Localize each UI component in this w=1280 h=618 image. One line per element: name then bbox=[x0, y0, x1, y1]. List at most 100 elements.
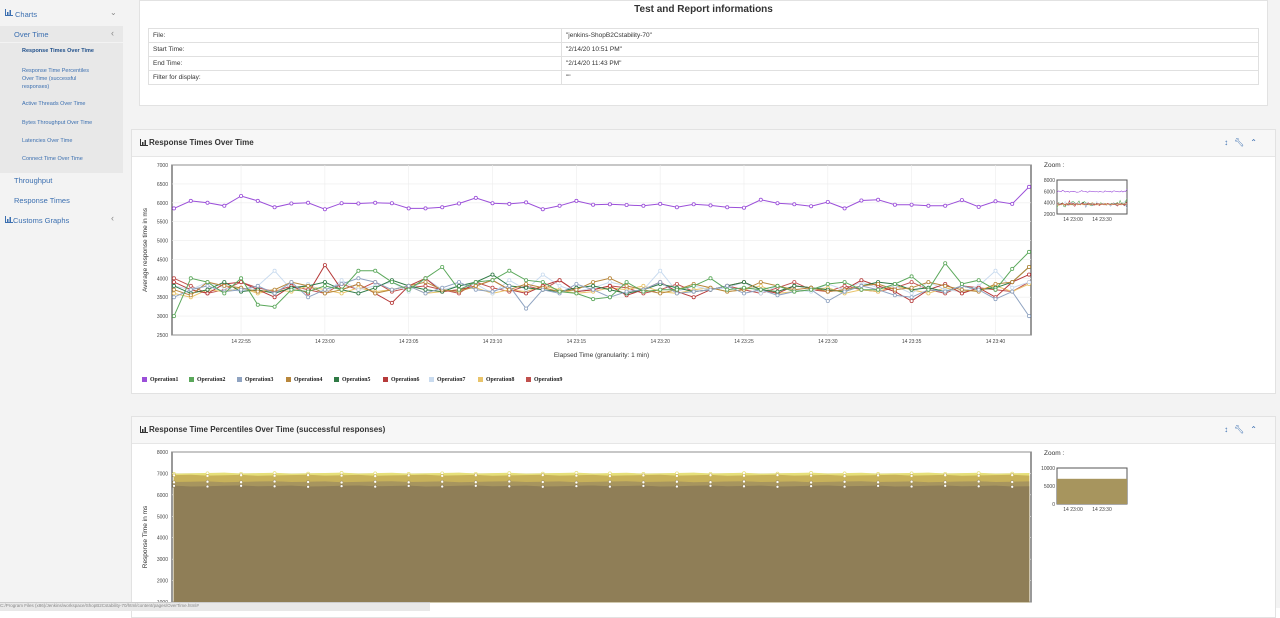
data-point bbox=[473, 280, 478, 285]
data-point bbox=[557, 278, 562, 283]
legend-item[interactable]: Operation8 bbox=[478, 377, 514, 383]
legend-label: Operation4 bbox=[294, 377, 323, 383]
data-point bbox=[909, 295, 914, 300]
data-point bbox=[591, 283, 596, 288]
y-tick-label: 8000 bbox=[157, 450, 168, 456]
zoom-overview-chart[interactable]: 10000 5000 0 14 23:00 14 23:30 bbox=[1037, 460, 1137, 520]
sidebar-item-charts[interactable]: Charts ⌄ bbox=[0, 6, 123, 20]
zoom-plot bbox=[1056, 179, 1128, 215]
data-point bbox=[507, 473, 512, 478]
y-axis-label: Average response time in ms bbox=[142, 207, 149, 292]
sidebar-item-throughput[interactable]: Throughput bbox=[14, 176, 53, 185]
y-tick-label: 2500 bbox=[157, 333, 168, 339]
data-point bbox=[758, 283, 763, 288]
data-point bbox=[876, 473, 880, 478]
data-point bbox=[540, 207, 545, 212]
data-point bbox=[306, 484, 310, 489]
legend-swatch bbox=[429, 377, 434, 382]
data-point bbox=[172, 291, 177, 296]
data-point bbox=[658, 268, 663, 273]
sidebar: Charts ⌄ Over Time ‹ Response Times Over… bbox=[0, 0, 124, 608]
legend-item[interactable]: Operation1 bbox=[142, 377, 178, 383]
legend-item[interactable]: Operation7 bbox=[429, 377, 465, 383]
data-point bbox=[389, 287, 394, 292]
y-tick-label: 5000 bbox=[157, 514, 168, 520]
data-point bbox=[792, 283, 797, 288]
data-point bbox=[842, 206, 847, 211]
collapse-icon[interactable]: ⌃ bbox=[1250, 138, 1263, 147]
legend-item[interactable]: Operation4 bbox=[286, 377, 322, 383]
data-point bbox=[188, 283, 193, 288]
x-tick-label: 14 22:55 bbox=[231, 339, 251, 345]
sidebar-item-response-times[interactable]: Response Times bbox=[14, 196, 70, 205]
data-point bbox=[1010, 480, 1015, 484]
data-point bbox=[172, 287, 177, 292]
data-point bbox=[306, 289, 311, 294]
series-line bbox=[173, 266, 1030, 294]
data-point bbox=[540, 272, 545, 277]
data-point bbox=[507, 278, 512, 283]
zoom-series-line bbox=[1056, 188, 1128, 193]
data-point bbox=[356, 282, 361, 287]
data-point bbox=[172, 280, 177, 285]
sidebar-item-customs-graphs[interactable]: Customs Graphs ‹ bbox=[0, 213, 123, 227]
data-point bbox=[423, 291, 428, 296]
data-point bbox=[842, 479, 847, 484]
data-point bbox=[909, 484, 914, 489]
data-point bbox=[406, 206, 411, 211]
data-point bbox=[976, 287, 981, 292]
data-point bbox=[591, 202, 596, 207]
data-point bbox=[792, 289, 797, 294]
data-point bbox=[255, 198, 260, 203]
data-point bbox=[172, 276, 177, 281]
data-point bbox=[1027, 280, 1032, 285]
data-point bbox=[926, 280, 931, 285]
legend-item[interactable]: Operation9 bbox=[526, 377, 562, 383]
data-point bbox=[373, 484, 378, 489]
table-row: End Time: "2/14/20 11:43 PM" bbox=[148, 56, 1259, 71]
data-point bbox=[440, 205, 445, 210]
collapse-icon[interactable]: ⌃ bbox=[1250, 425, 1263, 434]
chevron-down-icon: ⌄ bbox=[110, 8, 117, 17]
data-point bbox=[708, 203, 713, 208]
data-point bbox=[239, 280, 244, 285]
wrench-icon[interactable]: 🔧︎ bbox=[1234, 425, 1251, 434]
resize-icon[interactable]: ↕ bbox=[1224, 138, 1235, 147]
resize-icon[interactable]: ↕ bbox=[1224, 425, 1235, 434]
data-point bbox=[440, 479, 445, 484]
legend-label: Operation6 bbox=[391, 377, 420, 383]
data-point bbox=[456, 287, 461, 292]
status-bar: C:/Program Files (x86)/Jenkins/workspace… bbox=[0, 602, 430, 611]
data-point bbox=[976, 479, 981, 484]
data-point bbox=[272, 304, 277, 309]
data-point bbox=[792, 202, 797, 207]
sidebar-charts-label: Charts bbox=[15, 10, 38, 19]
y-tick-label: 4000 bbox=[157, 276, 168, 282]
legend-item[interactable]: Operation2 bbox=[189, 377, 225, 383]
data-point bbox=[607, 202, 612, 207]
panel-title: Response Time Percentiles Over Time (suc… bbox=[149, 425, 386, 434]
data-point bbox=[758, 287, 763, 292]
data-point bbox=[406, 484, 411, 488]
data-point bbox=[490, 201, 495, 206]
zoom-y-tick: 5000 bbox=[1044, 484, 1055, 490]
data-point bbox=[859, 283, 864, 288]
data-point bbox=[339, 473, 344, 478]
data-point bbox=[909, 280, 914, 285]
zoom-overview-chart[interactable]: 8000 6000 4000 2000 14 23:00 14 23:30 bbox=[1037, 172, 1137, 232]
legend-item[interactable]: Operation3 bbox=[237, 377, 273, 383]
zoom-y-tick: 2000 bbox=[1044, 212, 1055, 218]
sidebar-item-over-time[interactable]: Over Time ‹ bbox=[0, 26, 123, 42]
legend-item[interactable]: Operation5 bbox=[334, 377, 370, 383]
percentiles-panel: Response Time Percentiles Over Time (suc… bbox=[131, 416, 1276, 618]
x-axis-label: Elapsed Time (granularity: 1 min) bbox=[554, 352, 649, 359]
legend-label: Operation9 bbox=[534, 377, 563, 383]
legend-item[interactable]: Operation6 bbox=[383, 377, 419, 383]
y-tick-label: 4500 bbox=[157, 257, 168, 263]
wrench-icon[interactable]: 🔧︎ bbox=[1234, 138, 1251, 147]
data-point bbox=[1027, 272, 1032, 277]
y-axis-label: Response Time in ms bbox=[142, 505, 149, 568]
chevron-left-icon: ‹ bbox=[111, 213, 114, 223]
data-point bbox=[239, 480, 243, 485]
data-point bbox=[943, 261, 948, 266]
